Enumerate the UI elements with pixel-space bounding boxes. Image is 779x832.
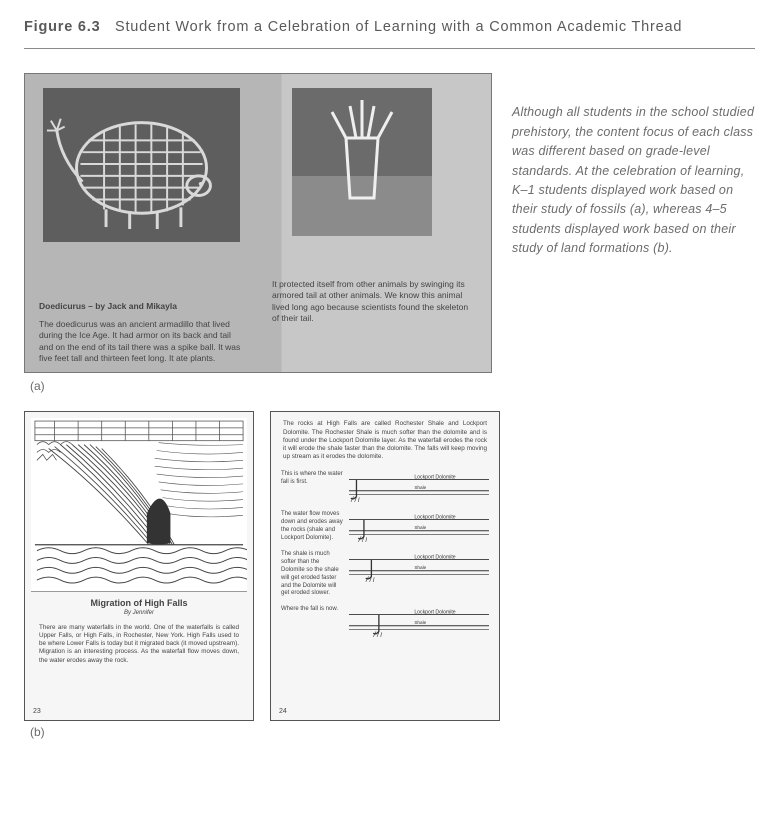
panel-b-right: The rocks at High Falls are called Roche… bbox=[270, 411, 500, 721]
b-right-intro: The rocks at High Falls are called Roche… bbox=[277, 418, 493, 467]
armadillo-art bbox=[43, 88, 240, 242]
label-a: (a) bbox=[30, 379, 755, 393]
svg-text:Lockport Dolomite: Lockport Dolomite bbox=[414, 610, 455, 616]
plant-art bbox=[292, 88, 432, 236]
layer-row: Where the fall is now. Lockport Dolomite S… bbox=[281, 606, 489, 638]
panel-b-left: Migration of High Falls By Jennifer Ther… bbox=[24, 411, 254, 721]
figure-label: Figure 6.3 bbox=[24, 19, 101, 35]
svg-text:Shale: Shale bbox=[414, 485, 426, 490]
armadillo-svg bbox=[43, 88, 240, 242]
figure-title: Student Work from a Celebration of Learn… bbox=[115, 19, 682, 35]
b-left-title: Migration of High Falls bbox=[31, 598, 247, 610]
b-left-page: 23 bbox=[33, 707, 41, 716]
row-a: Doedicurus – by Jack and Mikayla The doe… bbox=[24, 73, 755, 373]
layer-note: The water flow moves down and erodes awa… bbox=[281, 511, 343, 542]
layer-rows: This is where the water fall is first. Lo… bbox=[277, 471, 493, 638]
row-b: Migration of High Falls By Jennifer Ther… bbox=[24, 411, 755, 721]
waterfall-svg bbox=[31, 418, 247, 591]
layer-note: Where the fall is now. bbox=[281, 606, 343, 614]
layer-row: This is where the water fall is first. Lo… bbox=[281, 471, 489, 503]
svg-text:Shale: Shale bbox=[414, 565, 426, 570]
layer-diagram: Lockport Dolomite Shale bbox=[349, 606, 489, 638]
doedicurus-right-body: It protected itself from other animals b… bbox=[272, 279, 468, 323]
layer-diagram: Lockport Dolomite Shale bbox=[349, 471, 489, 503]
side-caption: Although all students in the school stud… bbox=[512, 73, 755, 373]
layer-row: The shale is much softer than the Dolomi… bbox=[281, 551, 489, 598]
b-right-page: 24 bbox=[279, 707, 287, 716]
panel-a-right-text: It protected itself from other animals b… bbox=[272, 279, 477, 325]
b-left-essay: There are many waterfalls in the world. … bbox=[31, 622, 247, 667]
svg-text:Shale: Shale bbox=[414, 620, 426, 625]
doedicurus-body: The doedicurus was an ancient armadillo … bbox=[39, 319, 240, 363]
panel-a-left-text: Doedicurus – by Jack and Mikayla The doe… bbox=[39, 301, 244, 364]
svg-text:Lockport Dolomite: Lockport Dolomite bbox=[414, 515, 455, 521]
doedicurus-title: Doedicurus – by Jack and Mikayla bbox=[39, 301, 244, 312]
layer-note: This is where the water fall is first. bbox=[281, 471, 343, 487]
panel-a-left: Doedicurus – by Jack and Mikayla The doe… bbox=[25, 74, 258, 372]
layer-note: The shale is much softer than the Dolomi… bbox=[281, 551, 343, 598]
layer-row: The water flow moves down and erodes awa… bbox=[281, 511, 489, 543]
panel-a-right: It protected itself from other animals b… bbox=[258, 74, 491, 372]
svg-text:Lockport Dolomite: Lockport Dolomite bbox=[414, 555, 455, 561]
panel-a: Doedicurus – by Jack and Mikayla The doe… bbox=[24, 73, 492, 373]
figure-header: Figure 6.3 Student Work from a Celebrati… bbox=[24, 16, 755, 49]
svg-text:Lockport Dolomite: Lockport Dolomite bbox=[414, 475, 455, 481]
plant-svg bbox=[292, 88, 432, 236]
svg-text:Shale: Shale bbox=[414, 525, 426, 530]
b-left-byline: By Jennifer bbox=[31, 610, 247, 618]
layer-diagram: Lockport Dolomite Shale bbox=[349, 551, 489, 583]
label-b: (b) bbox=[30, 725, 755, 739]
layer-diagram: Lockport Dolomite Shale bbox=[349, 511, 489, 543]
waterfall-drawing bbox=[31, 418, 247, 592]
